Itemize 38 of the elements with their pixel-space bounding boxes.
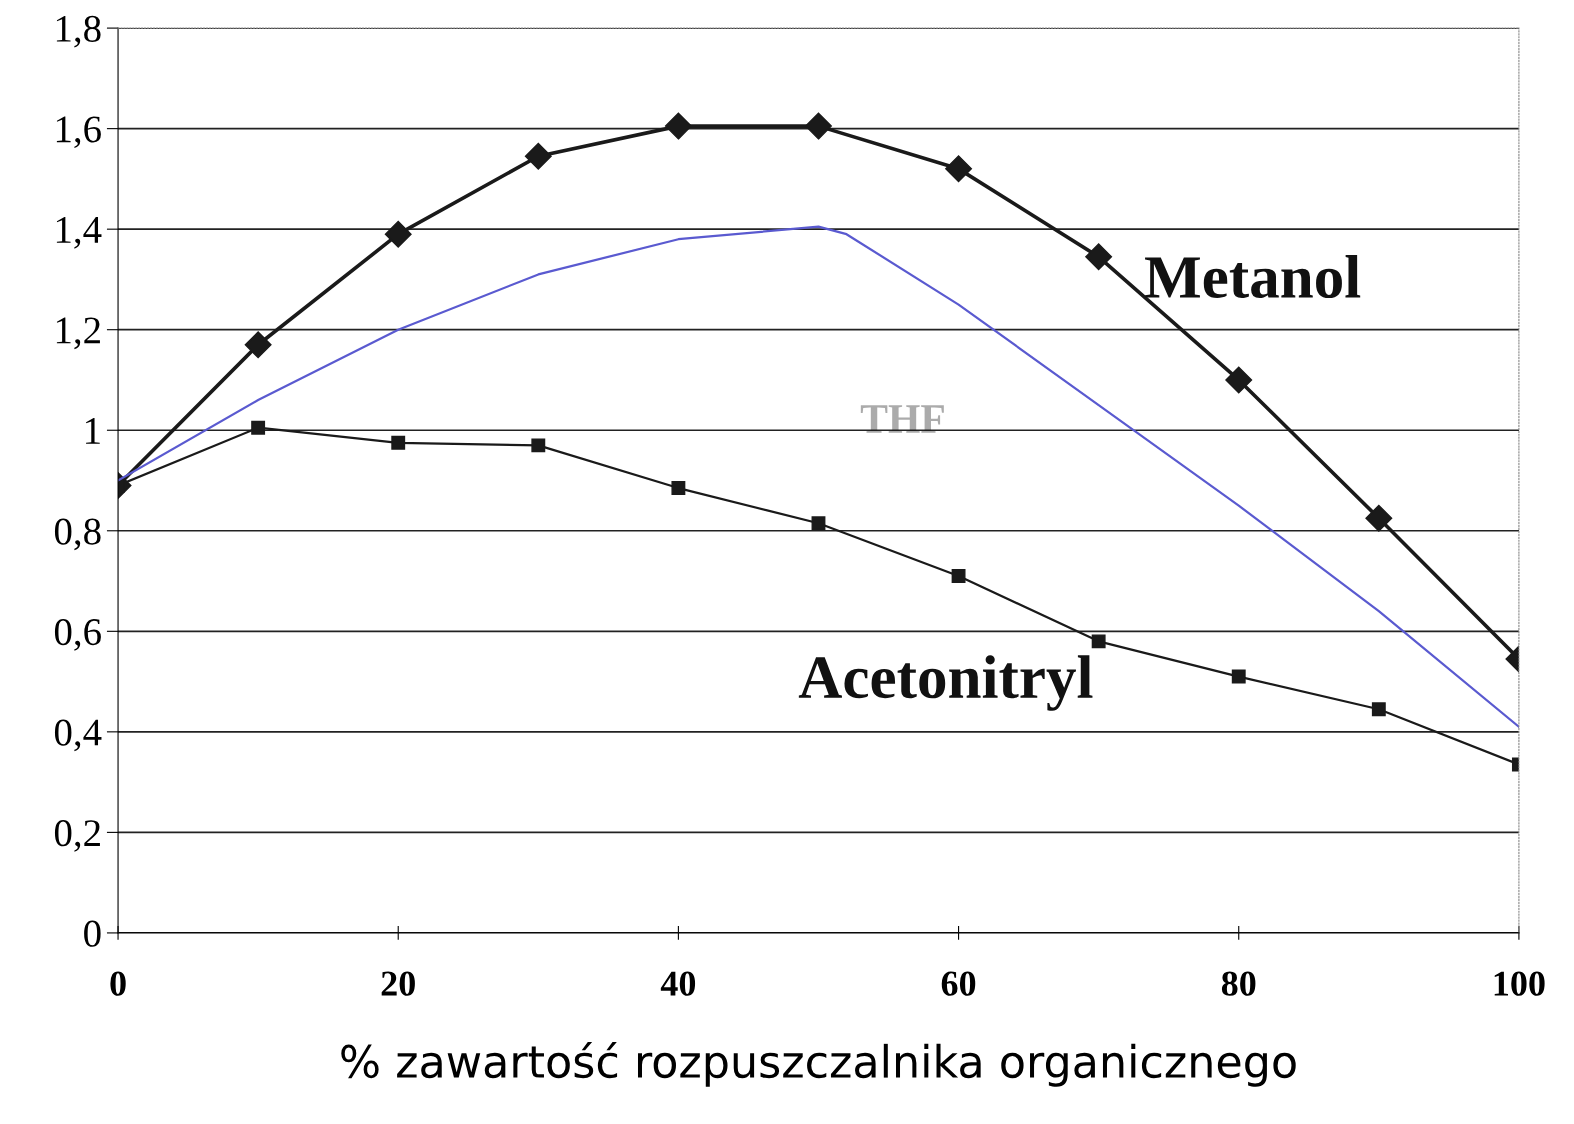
- x-tick-label: 80: [1221, 971, 1256, 996]
- y-tick-label: 0,2: [54, 820, 100, 852]
- y-tick-label: 1,8: [56, 15, 101, 48]
- point: [1225, 366, 1253, 394]
- point: [664, 112, 692, 140]
- x-tick-label: 100: [1494, 971, 1545, 996]
- series-label: Acetonitryl: [798, 655, 1093, 711]
- point: [951, 569, 966, 583]
- point: [945, 155, 973, 183]
- point: [805, 112, 832, 140]
- y-tick-label: 0: [84, 920, 101, 947]
- point: [811, 516, 826, 531]
- x-tick-label: 20: [381, 971, 415, 996]
- point: [531, 438, 546, 453]
- point: [1231, 669, 1246, 684]
- y-tick-label: 1,4: [56, 216, 102, 249]
- point: [384, 220, 412, 248]
- x-tick-label: 60: [941, 971, 976, 996]
- point: [251, 420, 266, 435]
- x-axis-title: % zawartość rozpuszczalnika organicznego: [341, 1042, 1296, 1087]
- point: [1085, 243, 1113, 271]
- y-tick-label: 1,6: [56, 116, 101, 149]
- point: [1365, 504, 1393, 532]
- y-tick-label: 1: [86, 418, 100, 444]
- point: [244, 331, 272, 359]
- x-tick-label: 0: [110, 971, 126, 996]
- point: [524, 142, 552, 170]
- point: [391, 435, 406, 450]
- point: [1091, 634, 1106, 649]
- series-label: Metanol: [1145, 255, 1361, 299]
- y-tick-label: 1,2: [56, 317, 100, 350]
- point: [671, 481, 686, 495]
- y-tick-label: 0,6: [54, 618, 101, 651]
- text: THF: [860, 405, 944, 433]
- y-tick-label: 0,8: [54, 518, 101, 551]
- y-tick-label: 0,4: [54, 719, 102, 752]
- x-tick-label: 40: [660, 971, 696, 996]
- point: [1371, 702, 1386, 717]
